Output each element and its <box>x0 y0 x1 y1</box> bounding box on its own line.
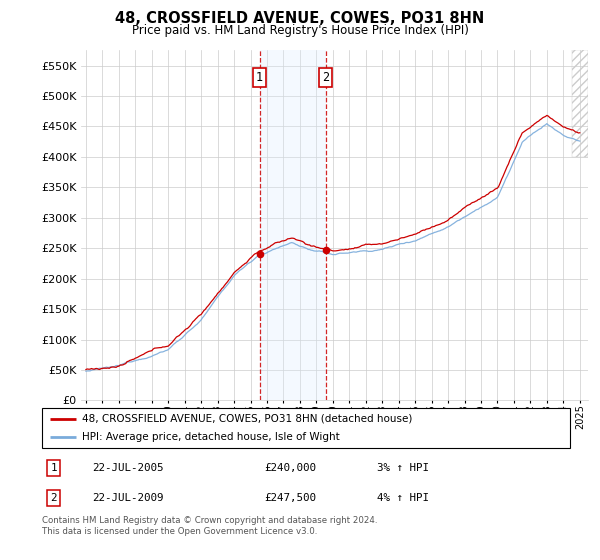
Text: 1: 1 <box>50 463 57 473</box>
Text: £240,000: £240,000 <box>264 463 316 473</box>
Text: 1: 1 <box>256 71 263 85</box>
Text: 2: 2 <box>50 493 57 503</box>
Text: Contains HM Land Registry data © Crown copyright and database right 2024.
This d: Contains HM Land Registry data © Crown c… <box>42 516 377 536</box>
Text: 48, CROSSFIELD AVENUE, COWES, PO31 8HN (detached house): 48, CROSSFIELD AVENUE, COWES, PO31 8HN (… <box>82 414 412 423</box>
Text: 22-JUL-2005: 22-JUL-2005 <box>92 463 164 473</box>
Bar <box>260 50 326 400</box>
Text: 22-JUL-2009: 22-JUL-2009 <box>92 493 164 503</box>
Text: 3% ↑ HPI: 3% ↑ HPI <box>377 463 429 473</box>
Text: 48, CROSSFIELD AVENUE, COWES, PO31 8HN: 48, CROSSFIELD AVENUE, COWES, PO31 8HN <box>115 11 485 26</box>
Text: £247,500: £247,500 <box>264 493 316 503</box>
Text: Price paid vs. HM Land Registry's House Price Index (HPI): Price paid vs. HM Land Registry's House … <box>131 24 469 36</box>
Text: 2: 2 <box>322 71 329 85</box>
Text: HPI: Average price, detached house, Isle of Wight: HPI: Average price, detached house, Isle… <box>82 432 340 442</box>
FancyBboxPatch shape <box>42 408 570 448</box>
Text: 4% ↑ HPI: 4% ↑ HPI <box>377 493 429 503</box>
